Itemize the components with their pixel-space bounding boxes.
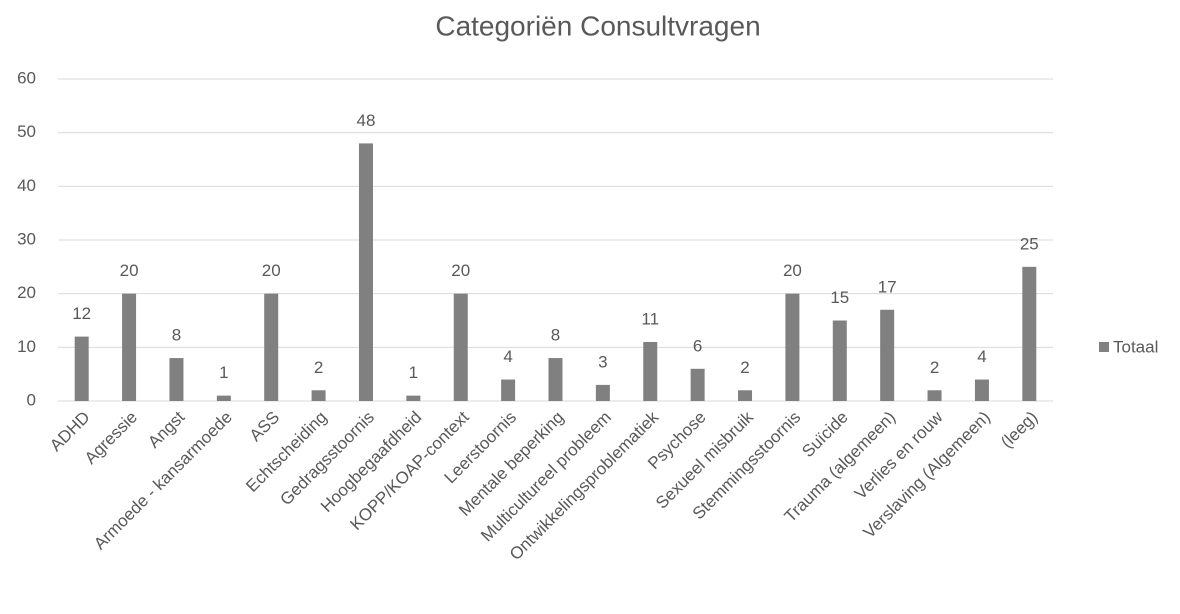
bar [690, 368, 705, 401]
x-tick-label: (leeg) [997, 408, 1041, 452]
data-label: 4 [503, 347, 512, 366]
data-label: 20 [262, 261, 281, 280]
data-label: 3 [598, 352, 607, 371]
data-label: 6 [693, 336, 702, 355]
data-label: 15 [830, 288, 849, 307]
data-label: 1 [409, 363, 418, 382]
bar [122, 293, 137, 401]
data-label: 20 [783, 261, 802, 280]
y-tick-label: 20 [17, 283, 36, 302]
bar [738, 390, 753, 401]
y-tick-label: 40 [17, 176, 36, 195]
data-label: 8 [551, 326, 560, 345]
data-label: 2 [930, 358, 939, 377]
chart-title: Categoriën Consultvragen [435, 10, 760, 41]
data-label: 4 [977, 347, 986, 366]
data-label: 1 [219, 363, 228, 382]
data-label: 11 [641, 309, 659, 328]
legend-label: Totaal [1113, 337, 1158, 356]
data-label: 25 [1020, 234, 1039, 253]
bar [74, 336, 89, 401]
y-tick-label: 50 [17, 122, 36, 141]
y-tick-label: 10 [17, 337, 36, 356]
bar [358, 143, 373, 401]
data-label: 2 [314, 358, 323, 377]
bar [216, 395, 231, 401]
data-label: 17 [878, 277, 897, 296]
bar [595, 384, 610, 401]
bar [643, 341, 658, 401]
bar [453, 293, 468, 401]
bar [880, 309, 895, 401]
bar [406, 395, 421, 401]
legend-swatch [1099, 342, 1109, 352]
y-tick-label: 60 [17, 68, 36, 87]
bar [311, 390, 326, 401]
x-tick-label: Agressie [81, 408, 141, 468]
y-tick-label: 30 [17, 229, 36, 248]
x-tick-label: Angst [144, 407, 188, 451]
bar [264, 293, 279, 401]
bar [501, 379, 516, 401]
bar [974, 379, 989, 401]
data-label: 20 [451, 261, 470, 280]
y-tick-label: 0 [27, 390, 36, 409]
data-label: 2 [740, 358, 749, 377]
bar [1022, 266, 1037, 401]
data-label: 12 [72, 304, 91, 323]
data-label: 48 [357, 111, 376, 130]
data-label: 8 [172, 326, 181, 345]
data-label: 20 [120, 261, 139, 280]
x-tick-label: ASS [246, 408, 283, 445]
bar [927, 390, 942, 401]
bar [548, 358, 563, 401]
bar [832, 320, 847, 401]
bar [169, 358, 184, 401]
bar [785, 293, 800, 401]
